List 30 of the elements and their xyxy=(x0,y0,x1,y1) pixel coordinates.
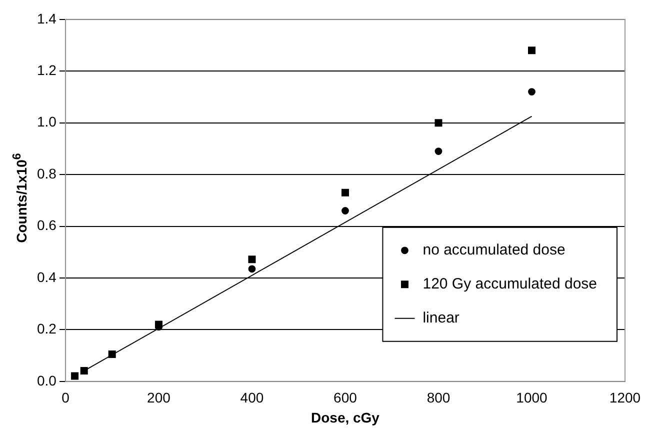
point xyxy=(154,320,162,328)
y-tick-label: 0.2 xyxy=(36,320,57,337)
point xyxy=(71,372,79,380)
point xyxy=(528,46,536,54)
point xyxy=(434,119,442,127)
x-tick-label: 600 xyxy=(334,390,358,406)
x-tick-label: 0 xyxy=(62,390,70,406)
point xyxy=(248,265,256,273)
x-tick-label: 800 xyxy=(426,390,450,406)
legend-label: 120 Gy accumulated dose xyxy=(422,276,598,293)
y-tick-label: 0.4 xyxy=(36,268,57,285)
x-tick-label: 1000 xyxy=(516,390,548,406)
y-tick-label: 1.4 xyxy=(36,10,57,26)
point xyxy=(341,188,349,196)
y-tick-label: 1.0 xyxy=(36,114,57,130)
x-tick-label: 200 xyxy=(147,390,171,406)
x-axis-title: Dose, cGy xyxy=(310,409,380,426)
point xyxy=(528,88,536,96)
point xyxy=(248,256,256,264)
point xyxy=(80,367,88,375)
legend-label: no accumulated dose xyxy=(422,242,566,259)
x-tick-label: 1200 xyxy=(609,390,641,406)
y-tick-label: 0.8 xyxy=(36,165,57,182)
point xyxy=(434,148,442,155)
legend-label: linear xyxy=(422,310,460,327)
x-tick-label: 400 xyxy=(240,390,264,406)
y-tick-label: 1.2 xyxy=(36,62,57,78)
y-tick-label: 0.6 xyxy=(36,217,57,234)
point xyxy=(342,207,349,214)
y-tick-label: 0.0 xyxy=(36,372,57,388)
